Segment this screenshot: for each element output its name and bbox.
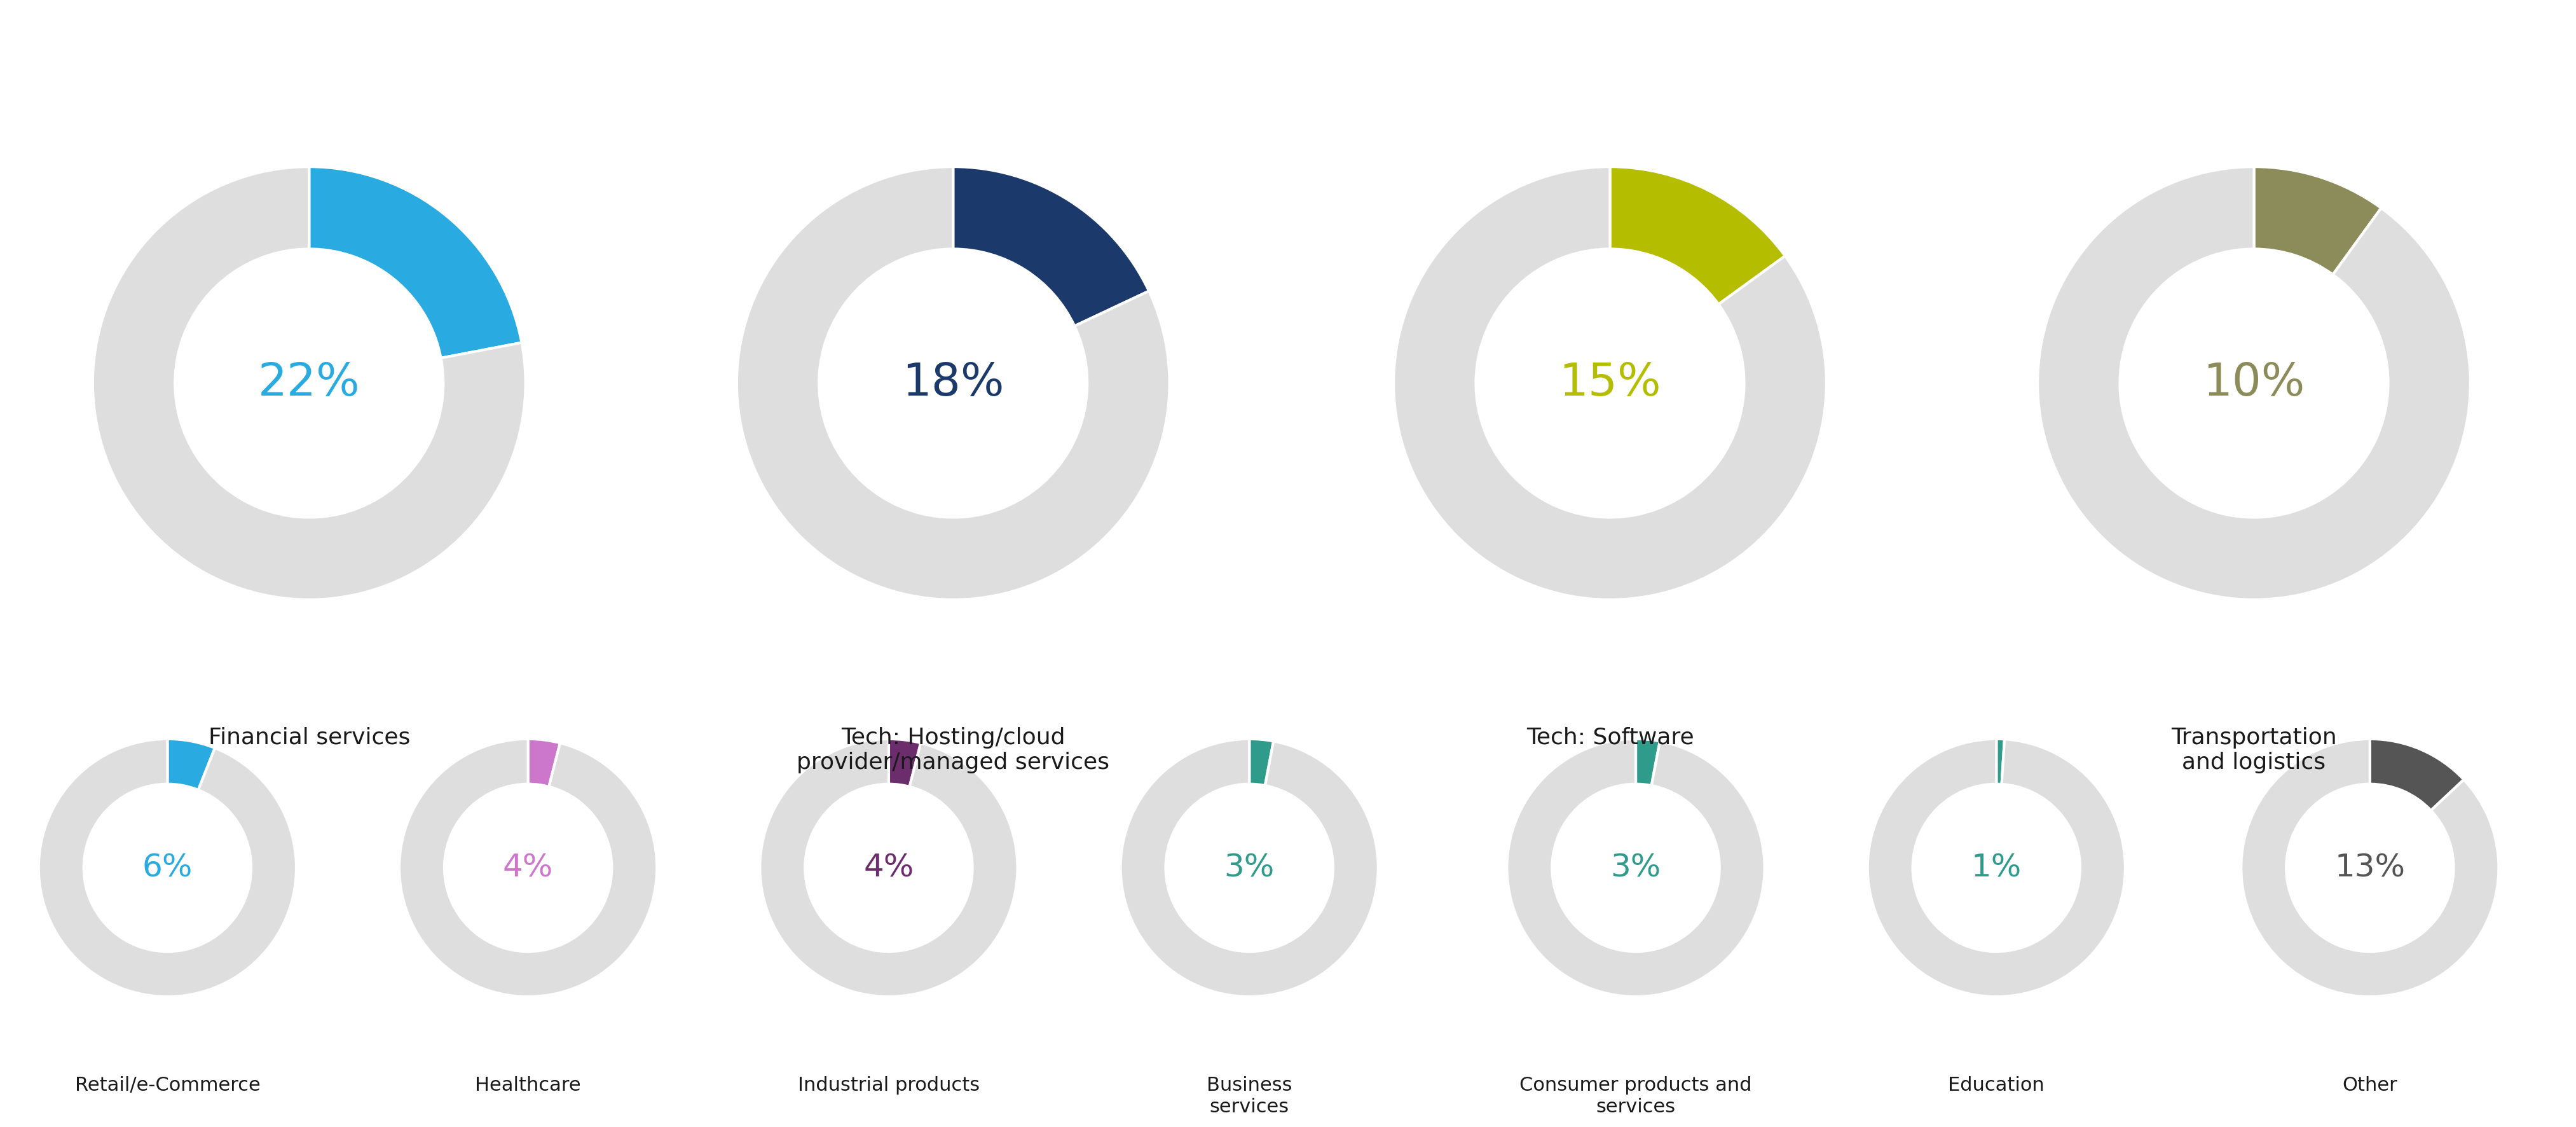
Text: Tech: Hosting/cloud
provider/managed services: Tech: Hosting/cloud provider/managed ser… xyxy=(796,727,1110,773)
Wedge shape xyxy=(1249,739,1273,786)
Text: 3%: 3% xyxy=(1224,852,1275,884)
Text: Transportation
and logistics: Transportation and logistics xyxy=(2172,727,2336,773)
Wedge shape xyxy=(1996,739,2004,784)
Wedge shape xyxy=(93,167,526,600)
Text: 1%: 1% xyxy=(1971,852,2022,884)
Text: Other: Other xyxy=(2342,1076,2398,1094)
Wedge shape xyxy=(399,739,657,996)
Text: Education: Education xyxy=(1947,1076,2045,1094)
Wedge shape xyxy=(1394,167,1826,600)
Wedge shape xyxy=(953,167,1149,326)
Text: Financial services: Financial services xyxy=(209,727,410,748)
Text: 4%: 4% xyxy=(863,852,914,884)
Text: Consumer products and
services: Consumer products and services xyxy=(1520,1076,1752,1116)
Text: Business
services: Business services xyxy=(1206,1076,1293,1116)
Text: 15%: 15% xyxy=(1558,362,1662,405)
Wedge shape xyxy=(309,167,523,358)
Wedge shape xyxy=(1507,739,1765,996)
Text: 4%: 4% xyxy=(502,852,554,884)
Wedge shape xyxy=(167,739,214,790)
Text: Healthcare: Healthcare xyxy=(474,1076,582,1094)
Wedge shape xyxy=(528,739,559,787)
Text: 18%: 18% xyxy=(902,362,1005,405)
Wedge shape xyxy=(889,739,920,787)
Wedge shape xyxy=(39,739,296,996)
Text: 13%: 13% xyxy=(2334,852,2406,884)
Wedge shape xyxy=(1636,739,1659,786)
Text: Industrial products: Industrial products xyxy=(799,1076,979,1094)
Text: Tech: Software: Tech: Software xyxy=(1525,727,1695,748)
Wedge shape xyxy=(2370,739,2463,810)
Wedge shape xyxy=(760,739,1018,996)
Wedge shape xyxy=(1121,739,1378,996)
Text: 6%: 6% xyxy=(142,852,193,884)
Wedge shape xyxy=(1610,167,1785,304)
Wedge shape xyxy=(2254,167,2380,275)
Text: Retail/e-Commerce: Retail/e-Commerce xyxy=(75,1076,260,1094)
Text: 3%: 3% xyxy=(1610,852,1662,884)
Text: 10%: 10% xyxy=(2202,362,2306,405)
Wedge shape xyxy=(2038,167,2470,600)
Wedge shape xyxy=(737,167,1170,600)
Text: 22%: 22% xyxy=(258,362,361,405)
Wedge shape xyxy=(2241,739,2499,996)
Wedge shape xyxy=(1868,739,2125,996)
